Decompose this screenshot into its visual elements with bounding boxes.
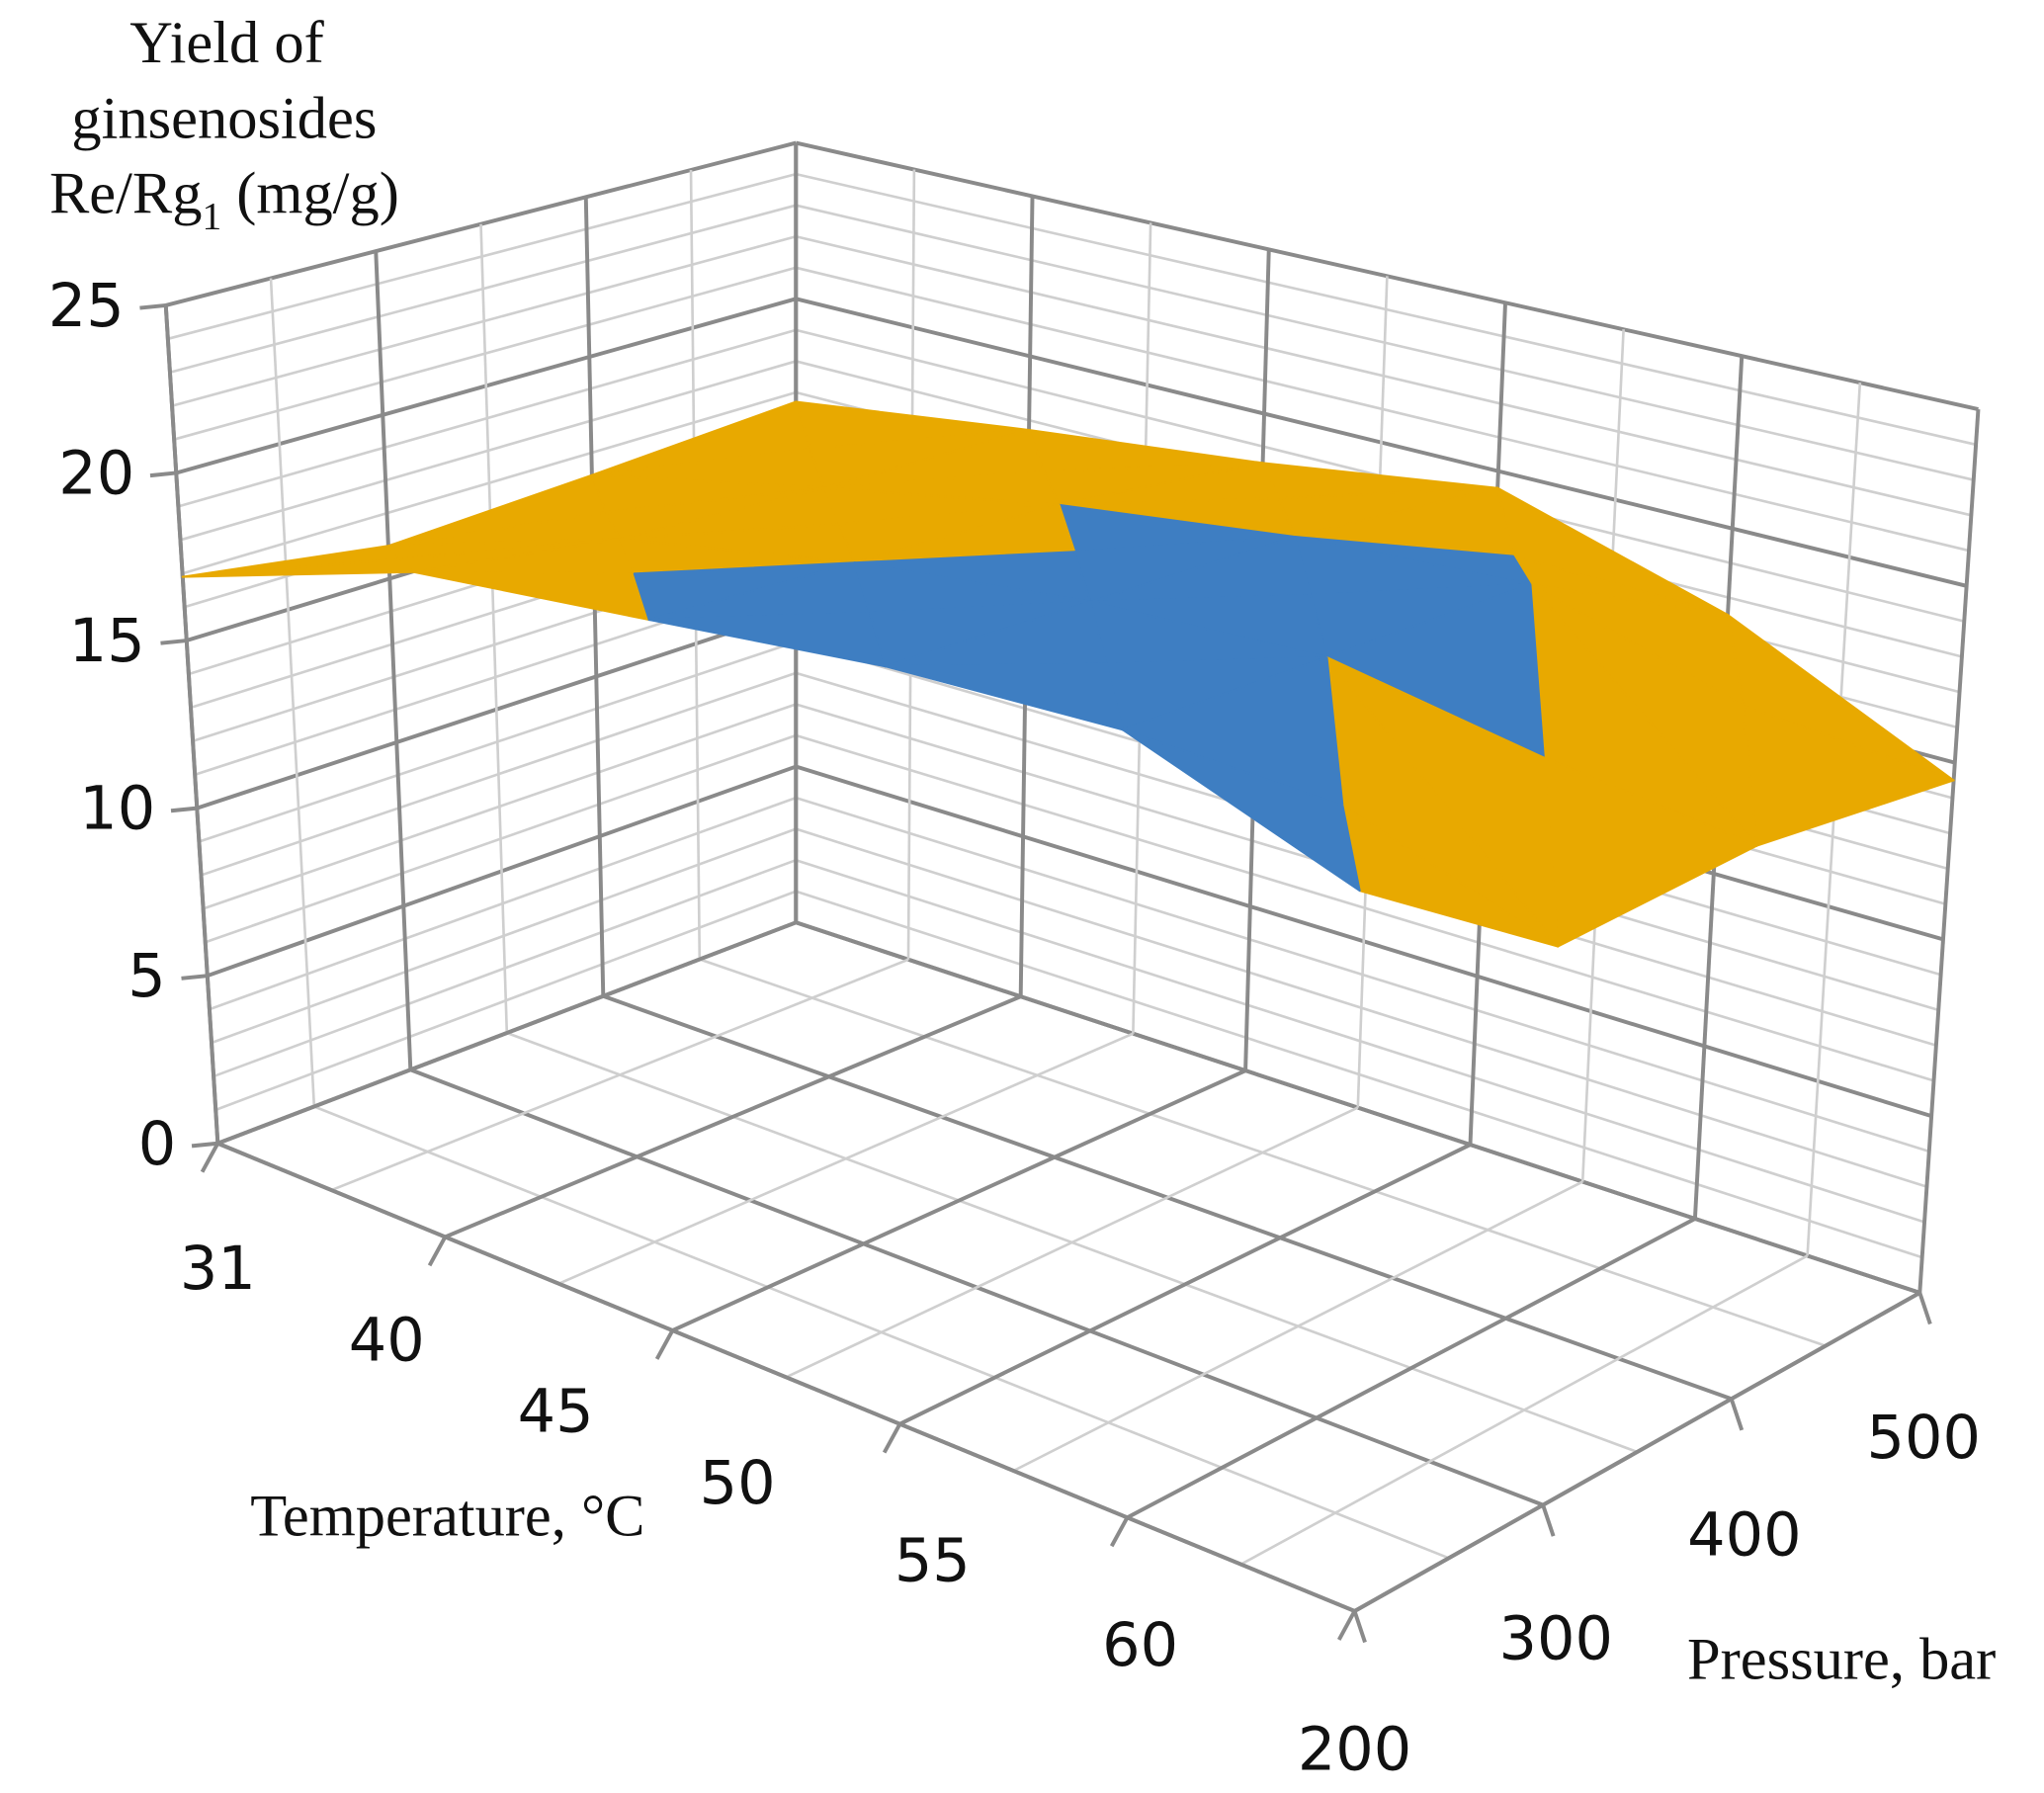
x-tick-label: 60 xyxy=(1102,1611,1178,1680)
floor-gridline xyxy=(1126,1217,1696,1520)
x-tick-label: 50 xyxy=(700,1449,776,1518)
floor-gridline xyxy=(216,920,797,1146)
floor-gridline xyxy=(1239,1254,1809,1566)
z-axis-title-line2: ginsenosides xyxy=(71,85,377,151)
y-tick-label: 500 xyxy=(1867,1404,1981,1473)
z-axis-title-line1: Yield of xyxy=(129,10,324,76)
y-tick-mark xyxy=(1917,1292,1932,1325)
z-tick-mark xyxy=(139,302,166,310)
z-tick-label: 5 xyxy=(128,942,165,1011)
z-tick-mark xyxy=(160,639,187,645)
z-tick-mark xyxy=(170,806,198,813)
y-tick-mark xyxy=(1729,1398,1745,1431)
z-tick-mark xyxy=(181,974,209,981)
z-tick-mark xyxy=(191,1141,218,1149)
z-axis-title-line3: Re/Rg1 (mg/g) xyxy=(49,161,399,238)
z-tick-label: 20 xyxy=(58,440,134,509)
gridlines xyxy=(139,140,1981,1644)
back-wall-vertical-gridline xyxy=(1917,408,1981,1294)
x-tick-label: 31 xyxy=(180,1235,256,1304)
left-wall-vertical-gridline xyxy=(479,223,509,1034)
z-axis-line xyxy=(163,304,220,1144)
floor-gridline xyxy=(330,958,909,1192)
x-tick-mark xyxy=(427,1236,448,1267)
floor-gridline xyxy=(1012,1180,1583,1473)
y-axis-title: Pressure, bar xyxy=(1687,1626,1996,1692)
floor-gridline xyxy=(671,1068,1246,1332)
surface-facet xyxy=(412,570,650,622)
x-axis-title: Temperature, °C xyxy=(250,1484,644,1550)
z-tick-label: 15 xyxy=(69,607,145,676)
surface-facet xyxy=(647,612,887,668)
z-tick-label: 25 xyxy=(48,272,125,341)
y-axis-line xyxy=(1353,1291,1921,1613)
x-tick-mark xyxy=(882,1422,902,1454)
surface-facet xyxy=(1121,728,1361,893)
y-tick-label: 300 xyxy=(1499,1605,1613,1674)
x-axis-line xyxy=(216,1141,1356,1613)
y-tick-mark xyxy=(1541,1503,1556,1537)
floor-gridline xyxy=(785,1106,1359,1379)
y-tick-label: 400 xyxy=(1687,1500,1801,1570)
back-wall-gridline xyxy=(795,140,1979,411)
y-tick-label: 200 xyxy=(1298,1715,1411,1784)
z-tick-mark xyxy=(149,470,177,478)
z-tick-label: 10 xyxy=(79,775,155,844)
x-tick-mark xyxy=(1337,1610,1357,1641)
x-tick-mark xyxy=(654,1329,675,1360)
surface xyxy=(181,400,1955,948)
x-tick-mark xyxy=(200,1142,220,1173)
floor-gridline xyxy=(444,994,1022,1239)
x-tick-label: 45 xyxy=(518,1378,594,1447)
x-tick-label: 40 xyxy=(349,1306,425,1375)
x-tick-mark xyxy=(1109,1516,1130,1548)
surface-facet xyxy=(884,662,1124,731)
floor-gridline xyxy=(898,1143,1472,1426)
tick-labels: 0 5 10 15 20 25 31 40 45 50 55 60 200 300 400 500 xyxy=(48,272,1981,1784)
left-wall-vertical-gridline xyxy=(269,278,316,1107)
floor-gridline xyxy=(557,1032,1134,1285)
z-tick-label: 0 xyxy=(138,1110,176,1179)
x-tick-label: 55 xyxy=(894,1527,971,1596)
y-tick-mark xyxy=(1352,1610,1367,1644)
left-wall-vertical-gridline xyxy=(374,251,413,1070)
